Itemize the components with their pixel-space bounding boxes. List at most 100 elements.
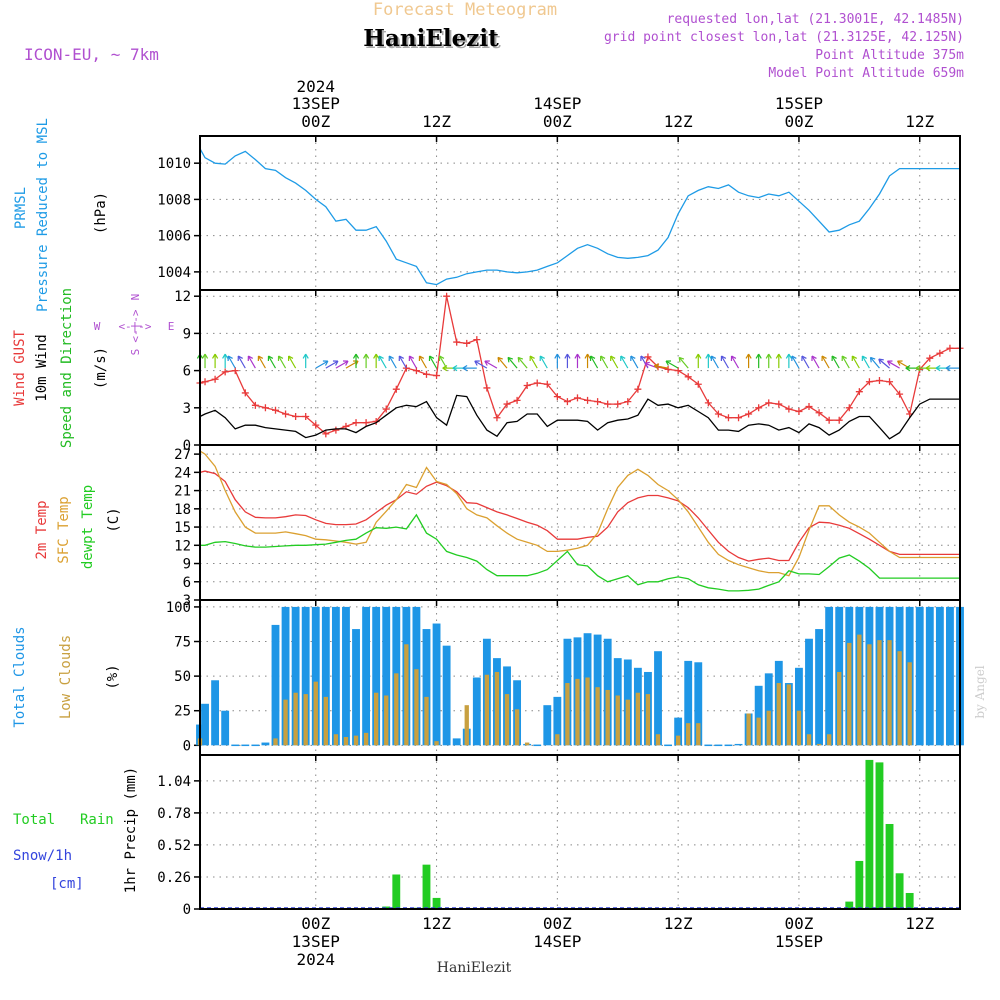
bar-low [625, 699, 630, 746]
wind-arrow [678, 357, 689, 369]
wind-arrow [831, 355, 840, 369]
gust-marker [926, 354, 934, 362]
wind-arrow-head [343, 360, 349, 366]
wind-arrow-head [730, 355, 737, 362]
credit-watermark: by Angel [973, 665, 987, 718]
y-tick-label: 0 [183, 902, 191, 918]
bar-low [746, 713, 751, 746]
model-label: ICON-EU, ~ 7km [24, 45, 159, 64]
wind-arrow-head [201, 353, 209, 359]
bar-total [422, 629, 431, 746]
y-tick-label: 0 [183, 438, 191, 454]
gust-marker [553, 393, 561, 401]
gust-marker [362, 419, 370, 427]
bar-low [404, 644, 409, 746]
wind-arrow [620, 355, 629, 369]
bar-total [694, 662, 703, 746]
wind-arrow-head [539, 355, 545, 362]
time-top-hour: 12Z [905, 112, 934, 131]
wind-arrow [731, 355, 740, 369]
y-tick-label: 12 [174, 289, 191, 305]
time-bottom-hour: 00Z [543, 914, 572, 933]
bar-low [675, 735, 681, 746]
bar-low [565, 683, 570, 746]
bar-total [684, 660, 693, 746]
bar-low [313, 681, 318, 746]
wind-arrow-head [363, 353, 370, 359]
wind-arrow-head [398, 355, 405, 362]
bar-low [575, 678, 580, 746]
bar-low [867, 644, 872, 746]
wind-arrow-head [925, 365, 931, 372]
gust-marker [755, 404, 763, 412]
bar-low [776, 683, 781, 746]
wind-arrow-head [811, 355, 817, 362]
wind-arrow [654, 365, 669, 369]
pressure-label-1: PRMSL [13, 187, 29, 229]
y-tick-label: 6 [183, 575, 191, 591]
y-tick-label: 1.04 [157, 774, 191, 790]
cloud-panel-labels: Total Clouds Low Clouds (%) by Angel [12, 626, 987, 727]
wind-arrow-head [584, 353, 591, 359]
gust-marker [483, 384, 491, 392]
bar-low [696, 723, 701, 746]
bar-total [201, 703, 209, 746]
bar-low [333, 734, 339, 746]
wind-arrow-head [564, 353, 571, 359]
wind-arrow-head [428, 355, 435, 362]
gust-marker [392, 385, 400, 393]
y-tick-label: 9 [183, 557, 191, 573]
wind-arrow [801, 355, 810, 369]
wind-arrow-head [785, 353, 792, 359]
precip-rain-label: Rain [80, 812, 114, 828]
time-bottom-hour: 00Z [301, 914, 330, 933]
bar-total [935, 606, 944, 746]
product-title: Forecast Meteogram [373, 0, 557, 20]
precip-snow-label: Snow/1h [13, 848, 72, 864]
time-bottom-hour: 12Z [422, 914, 451, 933]
gust-marker [644, 353, 652, 361]
gust-marker [302, 412, 310, 420]
wind-arrow-head [322, 360, 329, 366]
wind-arrow-head [755, 353, 762, 359]
time-top-hour: 00Z [784, 112, 813, 131]
wind-arrow [257, 355, 266, 369]
gust-marker [503, 400, 511, 408]
bar-total [271, 624, 280, 746]
wind-arrow-head [801, 355, 807, 362]
y-tick-label: 9 [183, 326, 191, 342]
wind-arrow-head [630, 355, 636, 362]
gust-marker [332, 426, 340, 434]
gust-marker [855, 388, 863, 396]
gust-marker [735, 414, 743, 422]
bar-low [897, 651, 902, 746]
wind-arrow [388, 355, 397, 369]
bar-total [734, 743, 743, 746]
wind-arrow-head [620, 355, 626, 362]
series-line-1 [199, 450, 960, 577]
bar-total [382, 906, 391, 909]
wind-arrow [378, 355, 387, 369]
wind-arrow-head [915, 365, 921, 372]
wind-arrow [887, 360, 900, 369]
wind-arrow-head [474, 360, 480, 366]
wind-arrow [474, 360, 488, 369]
gust-marker [694, 380, 702, 388]
time-bottom-hour: 00Z [784, 914, 813, 933]
bar-low [373, 692, 379, 746]
wind-arrow [507, 357, 518, 369]
wind-arrow-head [517, 356, 524, 363]
bar-total [432, 623, 441, 746]
wind-arrow-head [442, 365, 448, 372]
bar-total [442, 645, 451, 746]
gust-marker [785, 405, 793, 413]
pressure-unit: (hPa) [93, 192, 109, 234]
bar-total [331, 606, 340, 746]
gust-marker [251, 401, 259, 409]
bar-total [291, 606, 300, 746]
wind-arrow-head [388, 355, 394, 362]
series-line-0 [199, 148, 960, 286]
